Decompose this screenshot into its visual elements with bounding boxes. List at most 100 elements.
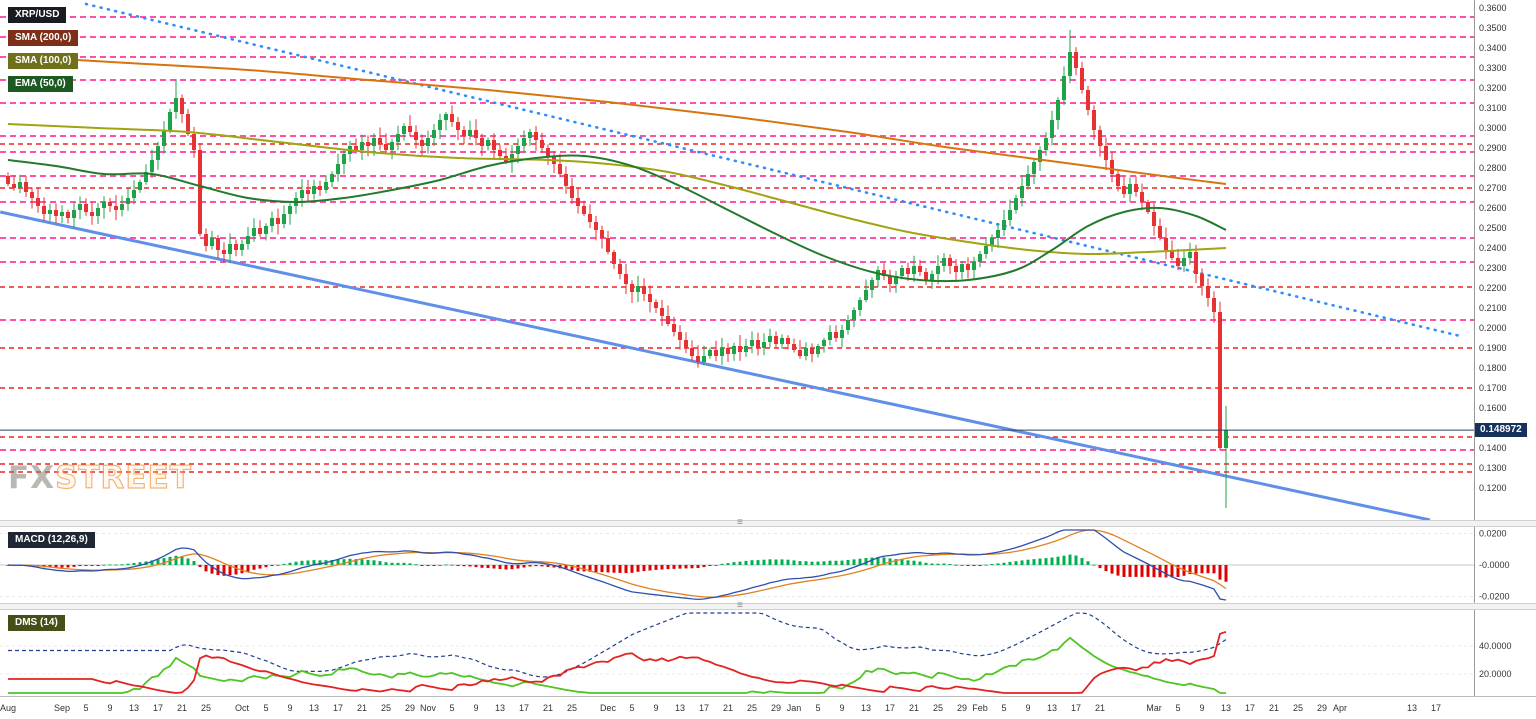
x-axis-label: 17 (884, 703, 896, 713)
x-axis-label: 21 (542, 703, 554, 713)
x-axis-label: 13 (860, 703, 872, 713)
y-axis-label: 0.1300 (1479, 463, 1507, 473)
y-axis-label: 0.1400 (1479, 443, 1507, 453)
x-axis-label: 21 (356, 703, 368, 713)
macd-line (7, 529, 1227, 601)
panel-divider-1[interactable]: ≡ (0, 517, 1536, 528)
watermark-fx: FX (8, 460, 56, 496)
price-axis[interactable]: 0.3600 0.3500 0.3400 0.3300 0.3200 0.3100 0.30… (1474, 0, 1507, 520)
dms-gridlines (0, 645, 1474, 675)
x-axis-label: 21 (908, 703, 920, 713)
ema50-badge[interactable]: EMA (50,0) (8, 76, 73, 92)
x-axis-label: 25 (1292, 703, 1304, 713)
y-axis-label: 0.2000 (1479, 323, 1507, 333)
x-axis-label: Aug (0, 703, 17, 713)
y-axis-label: 0.1800 (1479, 363, 1507, 373)
sma100-badge[interactable]: SMA (100,0) (8, 53, 79, 69)
dms-axis[interactable]: 40.0000 20.0000 (1474, 610, 1512, 696)
y-axis-label: 0.1600 (1479, 403, 1507, 413)
ema50-line (7, 154, 1227, 283)
x-axis-label: 9 (1025, 703, 1031, 713)
y-axis-label: 0.1700 (1479, 383, 1507, 393)
x-axis-label: 29 (770, 703, 782, 713)
macd-canvas[interactable]: 0.0200 -0.0000 -0.0200 (0, 527, 1536, 603)
symbol-badge[interactable]: XRP/USD (8, 7, 67, 23)
x-axis-label: 21 (1094, 703, 1106, 713)
price-chart-area[interactable]: 0.3600 0.3500 0.3400 0.3300 0.3200 0.3100 0.30… (0, 0, 1536, 520)
x-axis-label: 5 (629, 703, 635, 713)
y-axis-label: 0.3400 (1479, 43, 1507, 53)
y-axis-label: 0.1900 (1479, 343, 1507, 353)
dms-panel[interactable]: 40.0000 20.0000 DMS (14) (0, 610, 1536, 696)
x-axis-label: 13 (1046, 703, 1058, 713)
dms-canvas[interactable]: 40.0000 20.0000 (0, 610, 1536, 696)
y-axis-label: 0.2100 (1479, 303, 1507, 313)
x-axis-label: 9 (287, 703, 293, 713)
sma200-line (7, 55, 1227, 185)
price-panel[interactable]: 0.3600 0.3500 0.3400 0.3300 0.3200 0.3100 0.30… (0, 0, 1536, 520)
pivot-level-lines (0, 16, 1474, 473)
y-axis-label: 0.0200 (1479, 529, 1507, 539)
y-axis-label: 0.2500 (1479, 223, 1507, 233)
x-axis-label: 25 (566, 703, 578, 713)
x-axis-label: Nov (419, 703, 437, 713)
x-axis-label: 13 (308, 703, 320, 713)
y-axis-label: 0.1200 (1479, 483, 1507, 493)
macd-histogram (6, 554, 1228, 582)
x-axis-label: 17 (518, 703, 530, 713)
macd-axis[interactable]: 0.0200 -0.0000 -0.0200 (1474, 527, 1510, 603)
y-axis-label: 0.2400 (1479, 243, 1507, 253)
resize-handle-icon[interactable]: ≡ (737, 600, 743, 611)
x-axis-label: Sep (53, 703, 71, 713)
x-axis-label: 13 (1406, 703, 1418, 713)
x-axis-label: 25 (932, 703, 944, 713)
y-axis-label: 20.0000 (1479, 669, 1512, 679)
x-axis-label: 5 (83, 703, 89, 713)
sma100-line (7, 123, 1227, 256)
price-chart-canvas[interactable]: 0.3600 0.3500 0.3400 0.3300 0.3200 0.3100 0.30… (0, 0, 1536, 520)
y-axis-label: -0.0200 (1479, 592, 1510, 602)
x-axis-label: 13 (494, 703, 506, 713)
y-axis-label: 0.3200 (1479, 83, 1507, 93)
x-axis-label: 17 (1430, 703, 1442, 713)
panel-divider-2[interactable]: ≡ (0, 600, 1536, 611)
x-axis-label: 17 (1070, 703, 1082, 713)
x-axis-label: 17 (698, 703, 710, 713)
resize-handle-icon[interactable]: ≡ (737, 517, 743, 528)
dms-badge[interactable]: DMS (14) (8, 615, 65, 631)
y-axis-label: 0.2600 (1479, 203, 1507, 213)
x-axis-label: 25 (746, 703, 758, 713)
x-axis-label: 13 (674, 703, 686, 713)
y-axis-label: 0.3000 (1479, 123, 1507, 133)
x-axis-label: 21 (1268, 703, 1280, 713)
x-axis-label: 9 (653, 703, 659, 713)
y-axis-label: 0.2800 (1479, 163, 1507, 173)
y-axis-label: 0.3100 (1479, 103, 1507, 113)
macd-gridlines (0, 533, 1474, 597)
y-axis-label: 0.2200 (1479, 283, 1507, 293)
downtrend-dotted-line[interactable] (84, 2, 1462, 338)
macd-badge[interactable]: MACD (12,26,9) (8, 532, 95, 548)
x-axis-label: 29 (956, 703, 968, 713)
candles (6, 30, 1228, 508)
dms-chart-area[interactable]: 40.0000 20.0000 (0, 610, 1536, 696)
y-axis-label: 0.2900 (1479, 143, 1507, 153)
x-axis-label: 5 (263, 703, 269, 713)
downtrend-solid-line[interactable] (0, 210, 1431, 520)
x-axis-label: 17 (332, 703, 344, 713)
x-axis-label: 17 (152, 703, 164, 713)
y-axis-label: 0.3600 (1479, 3, 1507, 13)
macd-panel[interactable]: 0.0200 -0.0000 -0.0200 MACD (12,26,9) (0, 527, 1536, 603)
y-axis-label: -0.0000 (1479, 560, 1510, 570)
x-axis-label: 13 (128, 703, 140, 713)
x-axis-label: 29 (1316, 703, 1328, 713)
y-axis-label: 0.2700 (1479, 183, 1507, 193)
sma200-badge[interactable]: SMA (200,0) (8, 30, 79, 46)
y-axis-label: 0.2300 (1479, 263, 1507, 273)
time-axis[interactable]: Aug Sep 5 9 13 17 21 25 Oct 5 9 13 17 21 25 29 Nov 5 9 13 17… (0, 696, 1536, 719)
x-axis-label: 5 (1001, 703, 1007, 713)
x-axis-label: 9 (1199, 703, 1205, 713)
x-axis-label: 21 (176, 703, 188, 713)
x-axis-label: 25 (380, 703, 392, 713)
macd-chart-area[interactable]: 0.0200 -0.0000 -0.0200 (0, 527, 1536, 603)
